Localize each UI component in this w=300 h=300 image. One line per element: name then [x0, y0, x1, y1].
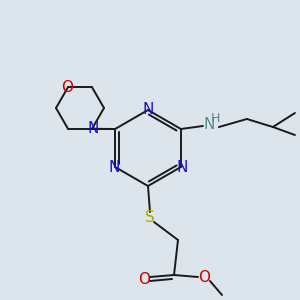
Text: N: N	[203, 118, 214, 133]
Text: S: S	[145, 211, 155, 226]
Text: N: N	[142, 103, 154, 118]
Text: O: O	[198, 269, 210, 284]
Text: O: O	[138, 272, 150, 286]
Text: N: N	[108, 160, 120, 175]
Text: H: H	[211, 112, 220, 125]
Text: O: O	[61, 80, 73, 95]
Text: N: N	[87, 121, 99, 136]
Text: N: N	[176, 160, 188, 175]
